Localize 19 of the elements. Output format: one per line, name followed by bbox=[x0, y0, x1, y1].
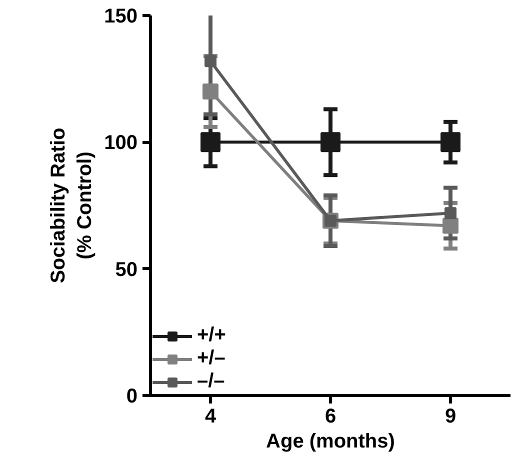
point bbox=[440, 132, 460, 152]
point bbox=[444, 207, 456, 220]
y-tick-label: 50 bbox=[115, 258, 138, 281]
point bbox=[442, 218, 458, 234]
point bbox=[320, 132, 340, 152]
y-axis-title: Sociability Ratio (% Control) bbox=[48, 128, 96, 284]
legend-label: +/+ bbox=[197, 324, 226, 347]
legend-label: +/– bbox=[197, 347, 226, 370]
x-tick-label: 4 bbox=[204, 406, 217, 428]
y-tick-label: 100 bbox=[104, 132, 138, 154]
point bbox=[200, 132, 220, 152]
x-axis-title: Age (months) bbox=[266, 430, 395, 452]
x-tick-label: 6 bbox=[324, 406, 336, 428]
x-tick-label: 9 bbox=[444, 406, 456, 428]
point bbox=[204, 55, 216, 68]
point bbox=[202, 84, 218, 100]
legend-label: –/– bbox=[197, 370, 225, 393]
y-tick-label: 150 bbox=[104, 6, 138, 28]
y-tick-label: 0 bbox=[126, 386, 138, 408]
